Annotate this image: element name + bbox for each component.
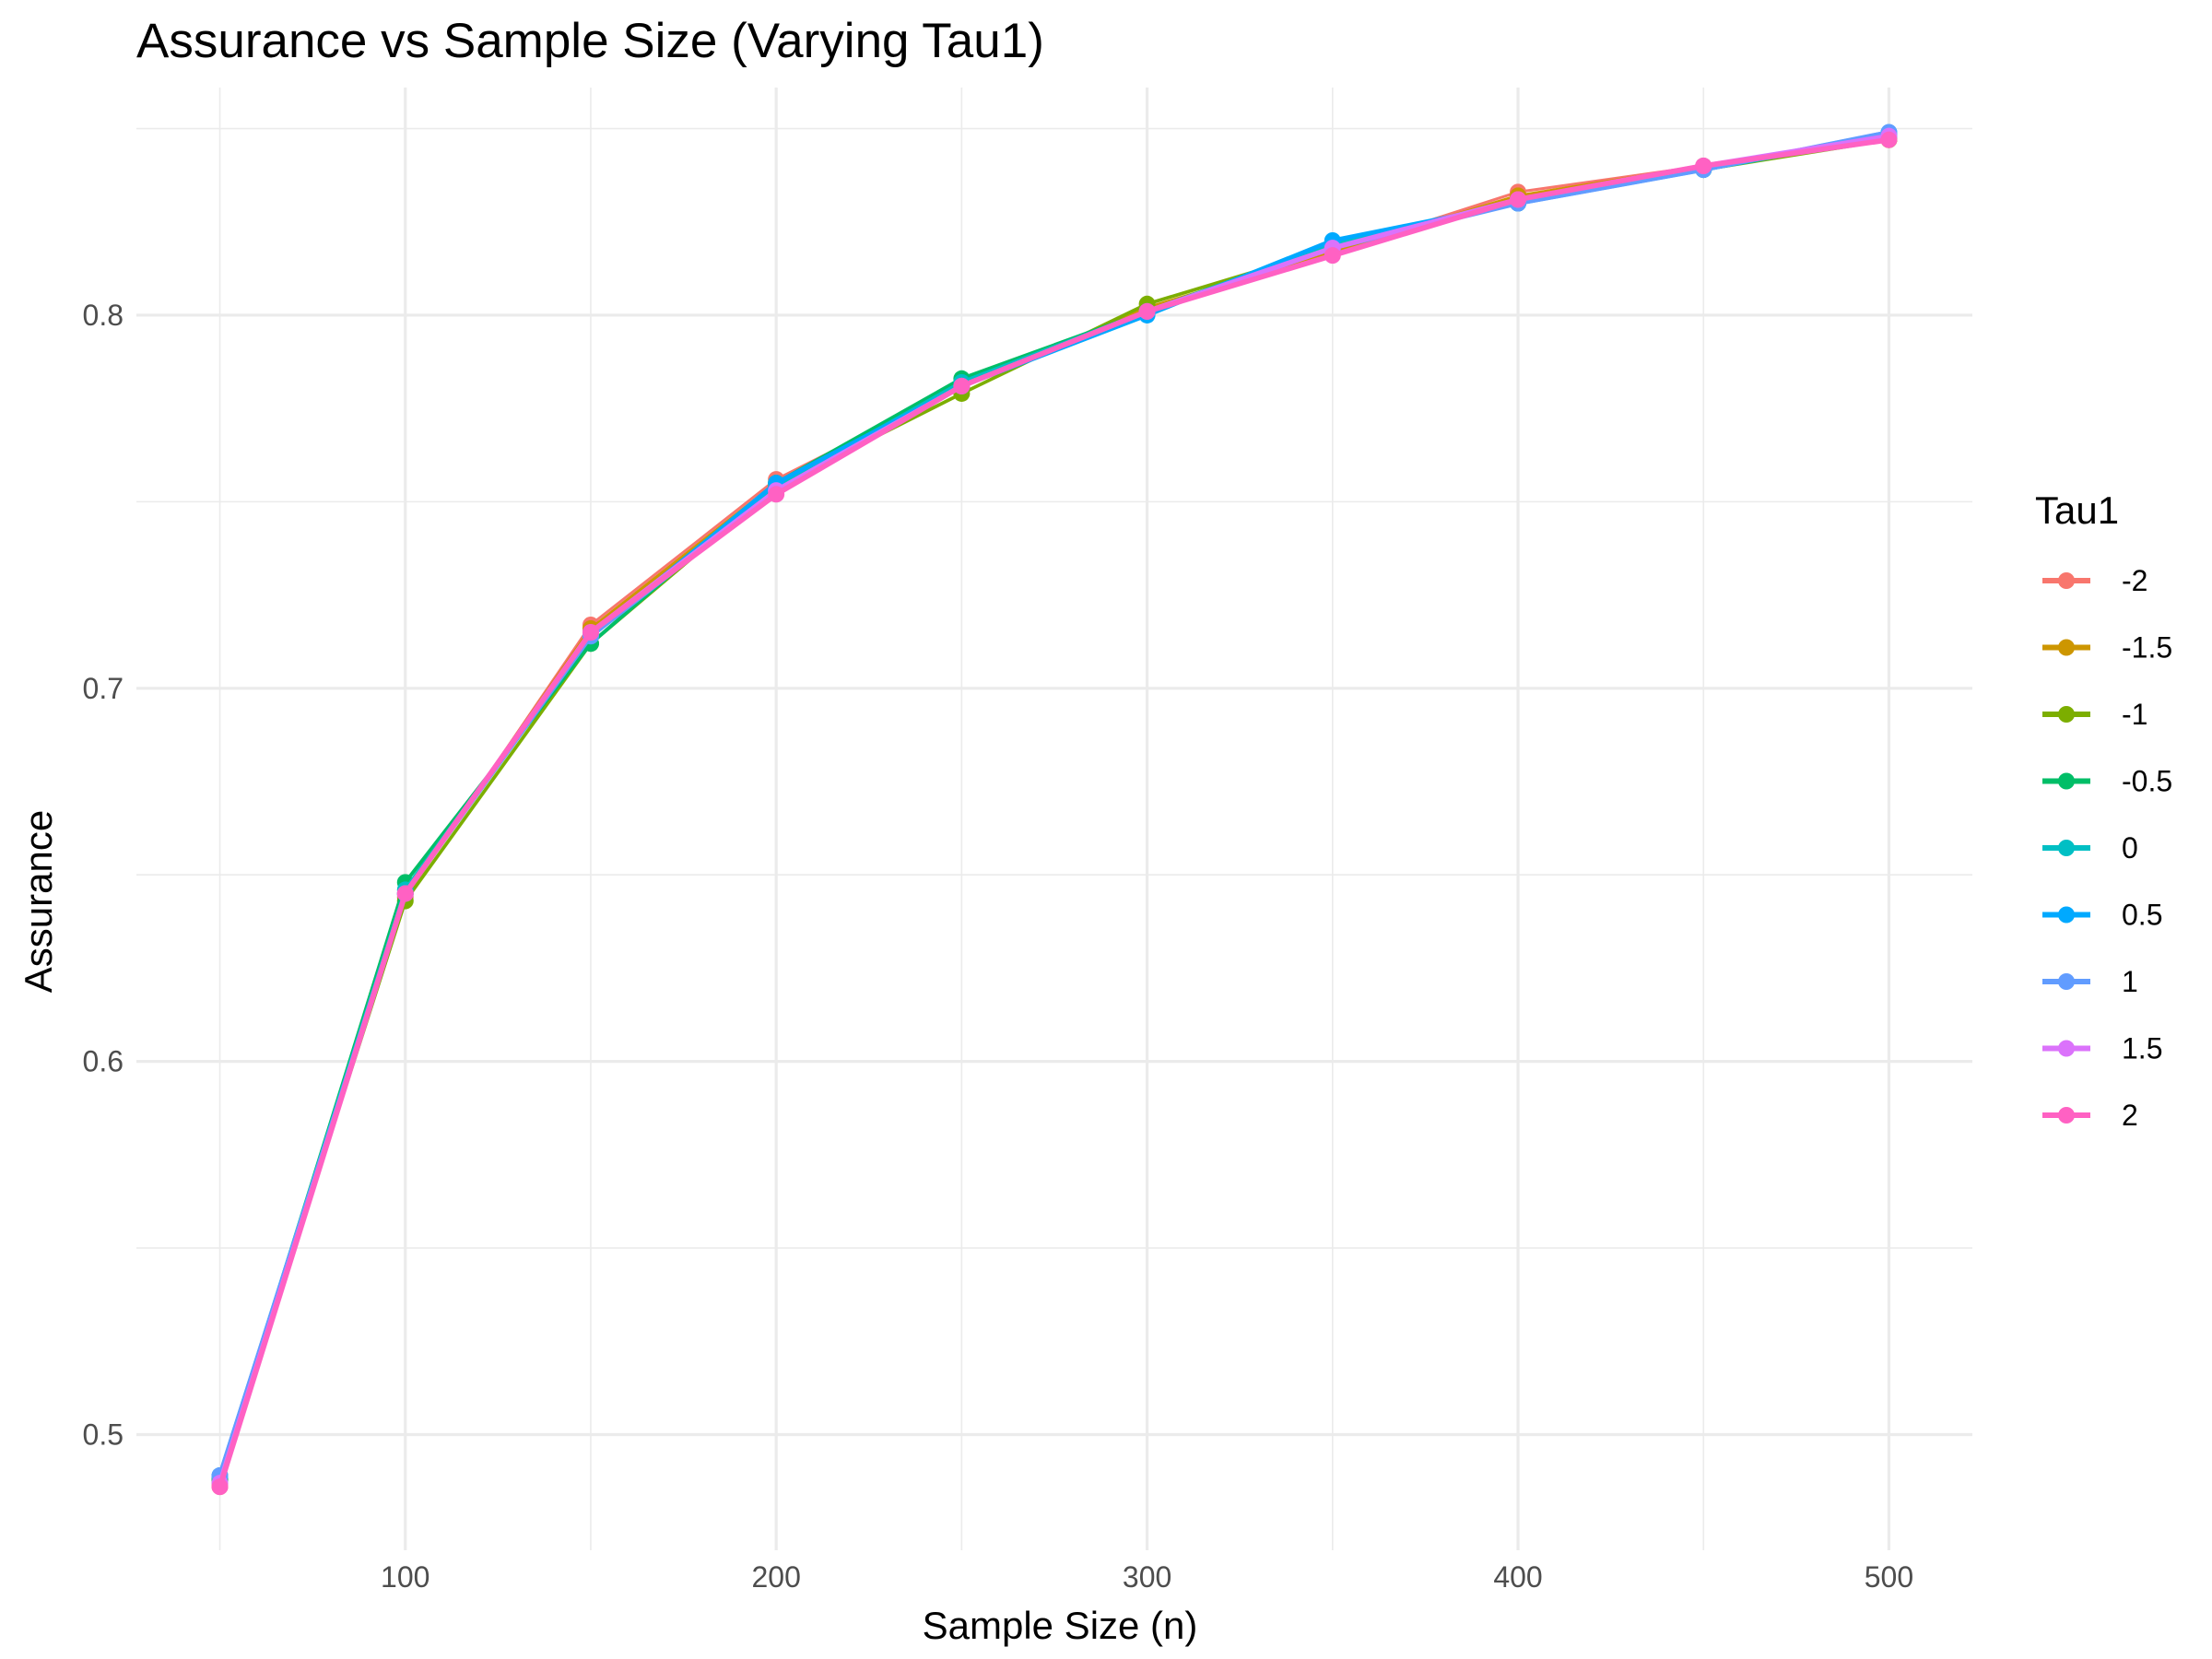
legend-item-0.5: 0.5	[2042, 899, 2162, 932]
legend-key-point	[2058, 906, 2075, 924]
legend-key-point	[2058, 840, 2075, 856]
data-series	[211, 124, 1898, 1496]
y-axis-ticks: 0.5 0.6 0.7 0.8	[83, 299, 124, 1452]
legend-key-point	[2058, 772, 2075, 790]
legend-item--0.5: -0.5	[2042, 765, 2172, 798]
legend-label: -1.5	[2122, 631, 2172, 665]
legend-label: 1.5	[2122, 1032, 2162, 1065]
data-point	[1324, 247, 1341, 265]
x-tick-label: 100	[381, 1560, 429, 1594]
legend-label: 0.5	[2122, 899, 2162, 932]
y-tick-label: 0.5	[83, 1418, 124, 1451]
legend-item-1.5: 1.5	[2042, 1032, 2162, 1065]
legend-item-0: 0	[2042, 831, 2138, 865]
legend-label: 0	[2122, 831, 2138, 865]
data-point	[211, 1478, 229, 1496]
y-tick-label: 0.6	[83, 1045, 124, 1078]
series-line	[217, 136, 1892, 1490]
data-point	[582, 624, 599, 641]
x-tick-label: 300	[1123, 1560, 1171, 1594]
data-point	[1695, 158, 1712, 175]
legend-label: 2	[2122, 1099, 2138, 1132]
grid-lines	[136, 88, 1972, 1550]
legend-key-point	[2058, 639, 2075, 656]
data-point	[953, 377, 971, 394]
legend-label: 1	[2122, 965, 2138, 998]
x-tick-label: 400	[1493, 1560, 1542, 1594]
legend-label: -0.5	[2122, 765, 2172, 798]
data-point	[1880, 131, 1898, 148]
chart-title: Assurance vs Sample Size (Varying Tau1)	[136, 14, 1044, 68]
legend-item--2: -2	[2042, 564, 2147, 597]
legend-key-point	[2058, 1040, 2075, 1057]
legend-item--1: -1	[2042, 698, 2147, 731]
x-axis-title: Sample Size (n)	[923, 1604, 1198, 1647]
y-axis-title: Assurance	[17, 810, 60, 993]
x-tick-label: 200	[751, 1560, 800, 1594]
legend-item-1: 1	[2042, 965, 2138, 998]
legend-key-point	[2058, 572, 2075, 589]
legend-item--1.5: -1.5	[2042, 631, 2172, 665]
x-tick-label: 500	[1865, 1560, 1913, 1594]
data-point	[768, 486, 785, 503]
legend-items: -2 -1.5 -1 -0.5 0 0.5 1 1.5 2	[2042, 564, 2172, 1132]
legend-item-2: 2	[2042, 1099, 2138, 1132]
y-tick-label: 0.7	[83, 672, 124, 705]
data-point	[396, 885, 414, 902]
legend: Tau1 -2 -1.5 -1 -0.5 0 0.5 1 1.5 2	[2035, 488, 2172, 1132]
series-2	[211, 131, 1898, 1496]
x-axis-ticks: 100 200 300 400 500	[381, 1560, 1913, 1594]
data-point	[1138, 302, 1156, 320]
legend-label: -1	[2122, 698, 2147, 731]
legend-key-point	[2058, 973, 2075, 990]
data-point	[1510, 191, 1527, 208]
legend-key-point	[2058, 1107, 2075, 1124]
y-tick-label: 0.8	[83, 299, 124, 332]
legend-key-point	[2058, 706, 2075, 723]
legend-label: -2	[2122, 564, 2147, 597]
legend-title: Tau1	[2035, 488, 2119, 532]
